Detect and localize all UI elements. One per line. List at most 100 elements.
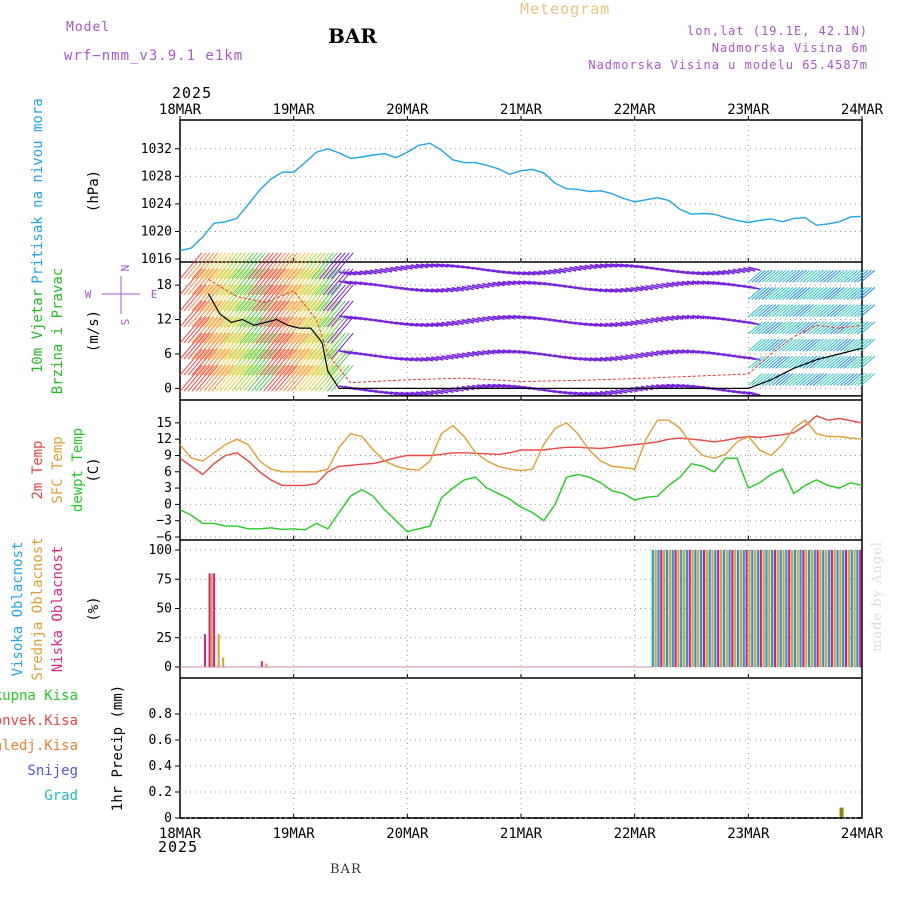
- wind-barb: [263, 348, 286, 376]
- wind-barb: [390, 266, 403, 272]
- wind-barb: [805, 304, 821, 318]
- compass-s: S: [118, 319, 131, 326]
- wind-barb: [306, 300, 330, 328]
- wind-barb: [805, 338, 821, 352]
- wind-barb: [326, 300, 350, 328]
- wind-barb: [400, 356, 413, 362]
- wind-barb: [507, 314, 521, 320]
- wind-barb: [775, 304, 790, 318]
- wind-barb: [620, 388, 633, 393]
- wind-barb: [829, 373, 845, 386]
- wind-barb: [239, 316, 263, 344]
- wind-barb: [255, 348, 278, 376]
- wind-barb: [219, 364, 243, 392]
- wind-barb: [215, 348, 239, 376]
- wind-barb: [816, 355, 831, 369]
- wind-barb: [482, 383, 495, 389]
- cloud-bar: [213, 573, 216, 667]
- cloud-ytick-label: 100: [149, 543, 172, 558]
- wind-barb: [816, 338, 831, 352]
- wind-barb: [754, 338, 770, 352]
- wind-barb: [298, 364, 322, 392]
- wind-barb: [533, 270, 546, 276]
- cloud-bar: [700, 550, 703, 667]
- wind-barb: [768, 287, 784, 300]
- wind-barb: [836, 355, 852, 369]
- cloud-bar: [785, 550, 788, 667]
- wind-barb: [691, 314, 705, 320]
- wind-ytick-label: 18: [156, 278, 172, 293]
- wind-barb: [768, 355, 784, 369]
- cloud-bar: [677, 550, 680, 667]
- wind-barb: [696, 314, 710, 320]
- wind-barb: [853, 269, 869, 283]
- wind-barb: [775, 373, 790, 386]
- wind-barb: [630, 286, 643, 292]
- wind-barb: [291, 252, 314, 280]
- wind-barb: [405, 264, 418, 270]
- wind-barb: [275, 316, 298, 344]
- wind-barb: [785, 321, 801, 335]
- top-xtick-label: 18MAR: [159, 102, 202, 118]
- wind-barb: [829, 355, 845, 369]
- wind-barb: [645, 284, 659, 290]
- wind-barb: [384, 267, 398, 272]
- cloud-bar: [771, 550, 774, 667]
- wind-barb: [507, 270, 521, 276]
- wind-barb: [761, 321, 777, 335]
- wind-barb: [778, 338, 794, 352]
- wind-barb: [215, 332, 239, 360]
- wind-barb: [765, 321, 780, 335]
- wind-barb: [302, 316, 326, 344]
- wind-barb: [574, 356, 587, 362]
- wind-barb: [775, 355, 790, 369]
- wind-barb: [291, 268, 314, 296]
- wind-barb: [805, 373, 821, 386]
- cloud-bar: [731, 550, 734, 667]
- wind-barbs: [179, 252, 876, 397]
- wind-barb: [183, 300, 207, 328]
- wind-barb: [354, 280, 367, 286]
- wind-barb: [517, 314, 531, 320]
- cloud-bar: [680, 550, 683, 667]
- wind-barb: [291, 284, 314, 312]
- bottom-xtick-label: 21MAR: [500, 826, 543, 842]
- wind-barb: [271, 316, 294, 344]
- temperature-ylabel: 2m Temp: [30, 440, 46, 499]
- wind-barb: [446, 387, 459, 393]
- wind-barb: [441, 263, 454, 268]
- wind-barb: [267, 284, 290, 312]
- wind-barb: [199, 348, 223, 376]
- wind-barb: [666, 349, 679, 355]
- wind-barb: [843, 321, 859, 335]
- wind-barb: [466, 318, 480, 323]
- wind-barb: [761, 269, 777, 283]
- wind-barb: [219, 268, 243, 296]
- model-label: Model: [66, 20, 111, 35]
- cloud-ytick-label: 25: [156, 631, 172, 646]
- wind-barb: [823, 304, 838, 318]
- wind-barb: [263, 300, 286, 328]
- wind-barb: [594, 288, 608, 293]
- compass-e: E: [151, 288, 158, 301]
- wind-barb: [805, 321, 821, 335]
- cloud-ylabel: Niska Oblacnost: [50, 546, 66, 672]
- wind-barb: [751, 321, 767, 335]
- temperature-unit: (C): [86, 457, 102, 482]
- temperature-ytick-label: −6: [156, 530, 172, 545]
- wind-barb: [676, 383, 689, 389]
- wind-barb: [853, 287, 869, 300]
- cloud-bar: [776, 550, 779, 667]
- cloud-bar: [217, 634, 220, 667]
- wind-barb: [330, 300, 354, 328]
- wind-barb: [410, 264, 423, 269]
- cloud-bar: [265, 663, 268, 667]
- wind-barb: [191, 364, 215, 392]
- wind-barb: [635, 319, 648, 325]
- wind-barb: [795, 287, 811, 300]
- wind-barb: [425, 263, 439, 268]
- wind-barb: [758, 355, 773, 369]
- wind-barb: [259, 268, 282, 296]
- wind-barb: [477, 350, 490, 356]
